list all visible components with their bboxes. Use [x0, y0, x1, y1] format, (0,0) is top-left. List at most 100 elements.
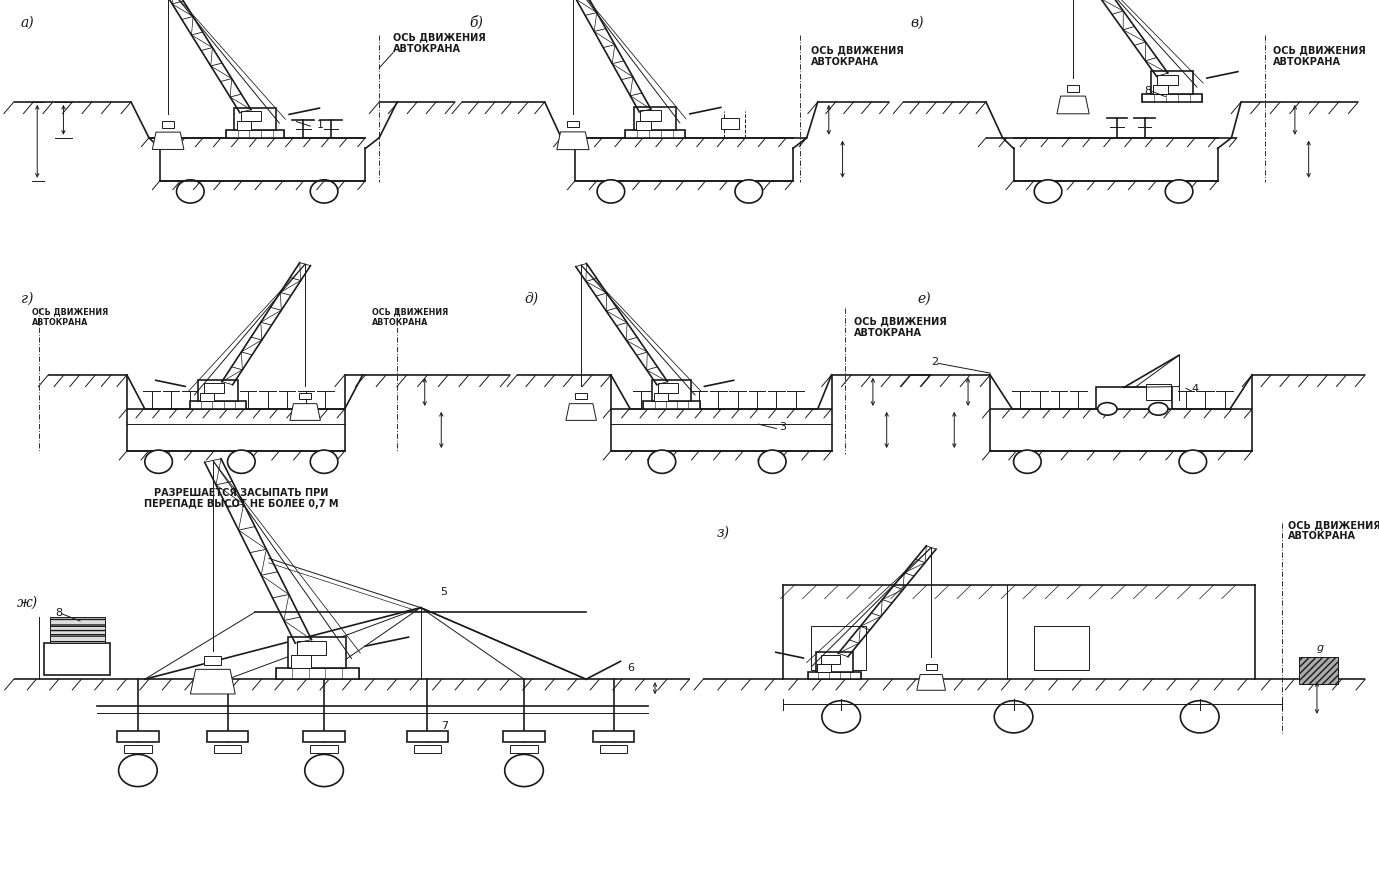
Polygon shape: [917, 675, 946, 690]
Bar: [288, 637, 346, 669]
Ellipse shape: [305, 755, 343, 787]
Bar: [1299, 657, 1338, 684]
Text: 1: 1: [317, 120, 324, 130]
Bar: [510, 746, 538, 753]
Bar: [407, 731, 448, 742]
Bar: [1067, 86, 1080, 92]
Text: 4: 4: [1191, 384, 1198, 393]
Bar: [237, 122, 251, 131]
Text: 7: 7: [441, 721, 448, 730]
Bar: [1151, 72, 1193, 95]
Text: ОСЬ ДВИЖЕНИЯ
АВТОКРАНА: ОСЬ ДВИЖЕНИЯ АВТОКРАНА: [811, 46, 903, 67]
Text: 2: 2: [931, 357, 938, 367]
Bar: [310, 746, 338, 753]
Polygon shape: [152, 133, 183, 150]
Bar: [640, 112, 662, 122]
Text: 8: 8: [55, 607, 62, 617]
Text: ОСЬ ДВИЖЕНИЯ
АВТОКРАНА: ОСЬ ДВИЖЕНИЯ АВТОКРАНА: [393, 32, 485, 54]
Ellipse shape: [145, 451, 172, 474]
Bar: [1153, 86, 1168, 95]
Bar: [503, 731, 545, 742]
Bar: [818, 664, 830, 672]
Polygon shape: [557, 132, 589, 150]
Ellipse shape: [505, 755, 543, 787]
Bar: [50, 617, 105, 626]
Ellipse shape: [119, 755, 157, 787]
Bar: [1142, 95, 1202, 103]
Bar: [299, 393, 312, 400]
Ellipse shape: [758, 451, 786, 474]
Polygon shape: [190, 670, 236, 694]
Text: ж): ж): [17, 595, 37, 609]
Bar: [815, 653, 854, 672]
Bar: [226, 131, 284, 139]
Ellipse shape: [1014, 451, 1041, 474]
Text: ОСЬ ДВИЖЕНИЯ
АВТОКРАНА: ОСЬ ДВИЖЕНИЯ АВТОКРАНА: [1288, 519, 1379, 541]
Ellipse shape: [822, 701, 860, 733]
Bar: [234, 109, 276, 131]
Ellipse shape: [597, 181, 625, 204]
Bar: [567, 122, 579, 128]
Bar: [811, 626, 866, 670]
Bar: [654, 393, 667, 402]
Ellipse shape: [228, 451, 255, 474]
Ellipse shape: [177, 181, 204, 204]
Bar: [593, 731, 634, 742]
Text: е): е): [917, 291, 931, 305]
Text: д): д): [524, 291, 538, 305]
Bar: [199, 381, 237, 402]
Bar: [204, 656, 222, 665]
Bar: [44, 644, 110, 675]
Bar: [117, 731, 159, 742]
Ellipse shape: [994, 701, 1033, 733]
Ellipse shape: [1180, 701, 1219, 733]
Bar: [658, 384, 677, 393]
Bar: [1146, 384, 1171, 401]
Bar: [1096, 388, 1172, 409]
Bar: [50, 626, 105, 635]
Text: г): г): [21, 291, 33, 305]
Bar: [721, 119, 739, 130]
Text: 3: 3: [779, 421, 786, 431]
Text: РАЗРЕШАЕТСЯ ЗАСЫПАТЬ ПРИ
ПЕРЕПАДЕ ВЫСОТ НЕ БОЛЕЕ 0,7 М: РАЗРЕШАЕТСЯ ЗАСЫПАТЬ ПРИ ПЕРЕПАДЕ ВЫСОТ …: [143, 487, 339, 509]
Ellipse shape: [1034, 181, 1062, 204]
Bar: [214, 746, 241, 753]
Text: 5: 5: [440, 586, 447, 596]
Bar: [575, 393, 587, 400]
Text: ОСЬ ДВИЖЕНИЯ
АВТОКРАНА: ОСЬ ДВИЖЕНИЯ АВТОКРАНА: [32, 307, 108, 326]
Bar: [241, 112, 261, 122]
Bar: [163, 122, 174, 129]
Text: в): в): [910, 16, 924, 30]
Bar: [200, 393, 214, 402]
Bar: [625, 131, 685, 139]
Bar: [821, 655, 840, 664]
Text: ОСЬ ДВИЖЕНИЯ
АВТОКРАНА: ОСЬ ДВИЖЕНИЯ АВТОКРАНА: [1273, 46, 1365, 67]
Bar: [296, 642, 325, 656]
Bar: [303, 731, 345, 742]
Bar: [600, 746, 627, 753]
Text: ОСЬ ДВИЖЕНИЯ
АВТОКРАНА: ОСЬ ДВИЖЕНИЯ АВТОКРАНА: [854, 316, 946, 338]
Bar: [636, 122, 651, 131]
Text: g: g: [1317, 642, 1324, 652]
Bar: [808, 672, 860, 679]
Bar: [414, 746, 441, 753]
Bar: [124, 746, 152, 753]
Bar: [634, 108, 676, 131]
Text: 8: 8: [1145, 86, 1151, 96]
Bar: [207, 731, 248, 742]
Ellipse shape: [310, 181, 338, 204]
Bar: [291, 656, 312, 669]
Ellipse shape: [310, 451, 338, 474]
Polygon shape: [1056, 97, 1089, 114]
Polygon shape: [290, 404, 320, 421]
Text: б): б): [469, 15, 483, 30]
Ellipse shape: [1179, 451, 1207, 474]
Text: 6: 6: [627, 662, 634, 672]
Bar: [1157, 76, 1179, 86]
Text: з): з): [717, 526, 729, 539]
Polygon shape: [565, 404, 596, 421]
Bar: [276, 669, 359, 679]
Text: а): а): [21, 16, 34, 30]
Bar: [50, 635, 105, 644]
Bar: [644, 402, 699, 409]
